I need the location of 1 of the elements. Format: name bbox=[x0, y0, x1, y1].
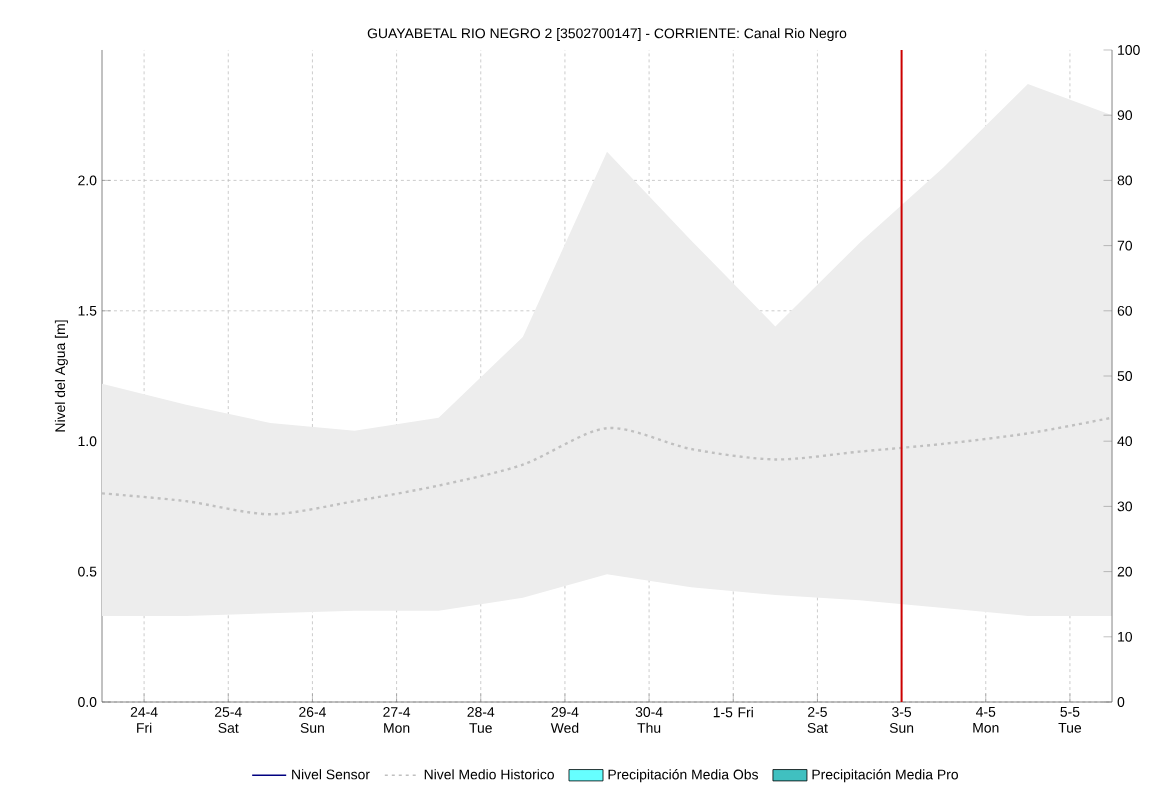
line-series bbox=[102, 416, 1113, 516]
